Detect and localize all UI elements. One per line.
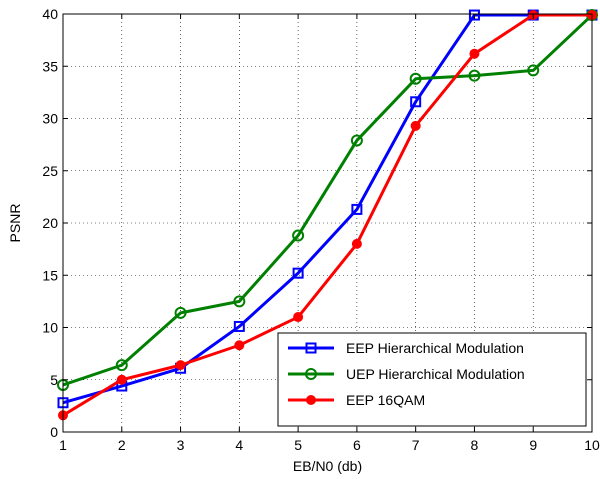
- data-point: [233, 295, 246, 308]
- x-tick-label: 7: [412, 437, 420, 453]
- x-tick-label: 5: [294, 437, 302, 453]
- x-tick-label: 1: [59, 437, 67, 453]
- data-point: [409, 72, 422, 85]
- x-tick-label: 6: [353, 437, 361, 453]
- data-point: [468, 69, 481, 82]
- data-point: [292, 267, 304, 279]
- x-tick-label: 2: [118, 437, 126, 453]
- data-point: [351, 203, 363, 215]
- data-point: [293, 312, 304, 323]
- data-point: [233, 320, 245, 332]
- data-point: [350, 134, 363, 147]
- y-tick-label: 5: [50, 372, 58, 388]
- data-point: [234, 340, 245, 351]
- x-tick-label: 9: [529, 437, 537, 453]
- data-point: [469, 48, 480, 59]
- y-tick-label: 0: [50, 424, 58, 440]
- series-line: [62, 13, 592, 405]
- data-point: [175, 360, 186, 371]
- y-tick-label: 25: [42, 163, 58, 179]
- y-tick-label: 35: [42, 58, 58, 74]
- legend-label: EEP Hierarchical Modulation: [346, 340, 524, 356]
- data-point: [115, 359, 128, 372]
- data-point: [174, 306, 187, 319]
- series-line: [62, 13, 594, 387]
- legend-marker: [305, 368, 317, 380]
- y-tick-label: 20: [42, 215, 58, 231]
- data-point: [351, 238, 362, 249]
- axis-ticks: 1 2 3 4 5 6 7 8 9 10 0 5 10 15 20 25 30 35 40: [42, 6, 600, 453]
- y-tick-label: 15: [42, 267, 58, 283]
- data-point: [292, 229, 305, 242]
- y-tick-label: 40: [42, 6, 58, 22]
- x-tick-label: 3: [177, 437, 185, 453]
- y-axis-label: PSNR: [7, 204, 23, 243]
- data-point: [410, 120, 421, 131]
- y-tick-label: 10: [42, 320, 58, 336]
- x-tick-label: 4: [235, 437, 243, 453]
- legend-marker: [306, 395, 316, 405]
- data-point: [116, 374, 127, 385]
- legend: EEP Hierarchical Modulation UEP Hierarchi…: [277, 332, 587, 427]
- y-tick-label: 30: [42, 111, 58, 127]
- x-axis-label: EB/N0 (db): [293, 458, 362, 474]
- legend-label: EEP 16QAM: [346, 392, 425, 408]
- series-line: [62, 13, 592, 417]
- series-layer: [57, 9, 598, 421]
- data-point: [410, 96, 422, 108]
- data-point: [527, 64, 540, 77]
- legend-marker: [305, 342, 317, 354]
- legend-label: UEP Hierarchical Modulation: [346, 366, 525, 382]
- data-point: [468, 9, 480, 21]
- x-tick-label: 8: [471, 437, 479, 453]
- x-tick-label: 10: [584, 437, 600, 453]
